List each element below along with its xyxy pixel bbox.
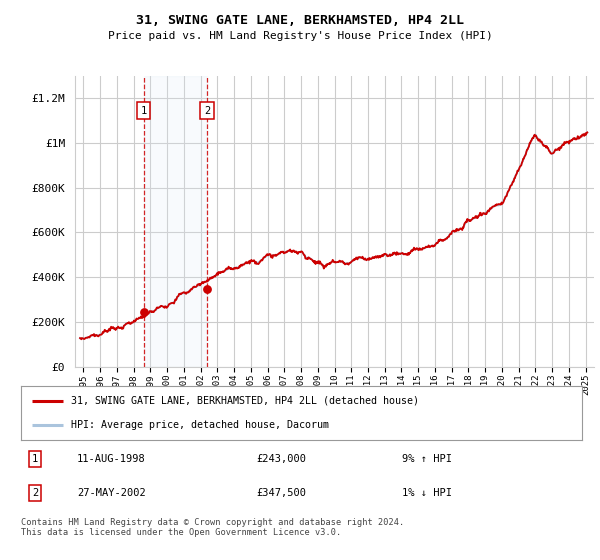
Text: £347,500: £347,500: [257, 488, 307, 498]
Text: 2: 2: [32, 488, 38, 498]
Text: 1: 1: [32, 454, 38, 464]
Text: 27-MAY-2002: 27-MAY-2002: [77, 488, 146, 498]
Text: £243,000: £243,000: [257, 454, 307, 464]
Point: [139, 308, 148, 317]
Text: 1: 1: [140, 105, 147, 115]
Text: 1% ↓ HPI: 1% ↓ HPI: [403, 488, 452, 498]
Text: 31, SWING GATE LANE, BERKHAMSTED, HP4 2LL (detached house): 31, SWING GATE LANE, BERKHAMSTED, HP4 2L…: [71, 396, 419, 406]
Text: 2: 2: [204, 105, 211, 115]
Text: 11-AUG-1998: 11-AUG-1998: [77, 454, 146, 464]
Text: 31, SWING GATE LANE, BERKHAMSTED, HP4 2LL: 31, SWING GATE LANE, BERKHAMSTED, HP4 2L…: [136, 14, 464, 27]
Text: HPI: Average price, detached house, Dacorum: HPI: Average price, detached house, Daco…: [71, 420, 329, 430]
Bar: [143, 76, 207, 367]
Point: [202, 284, 212, 293]
Text: 9% ↑ HPI: 9% ↑ HPI: [403, 454, 452, 464]
Text: Contains HM Land Registry data © Crown copyright and database right 2024.
This d: Contains HM Land Registry data © Crown c…: [21, 518, 404, 538]
Text: Price paid vs. HM Land Registry's House Price Index (HPI): Price paid vs. HM Land Registry's House …: [107, 31, 493, 41]
